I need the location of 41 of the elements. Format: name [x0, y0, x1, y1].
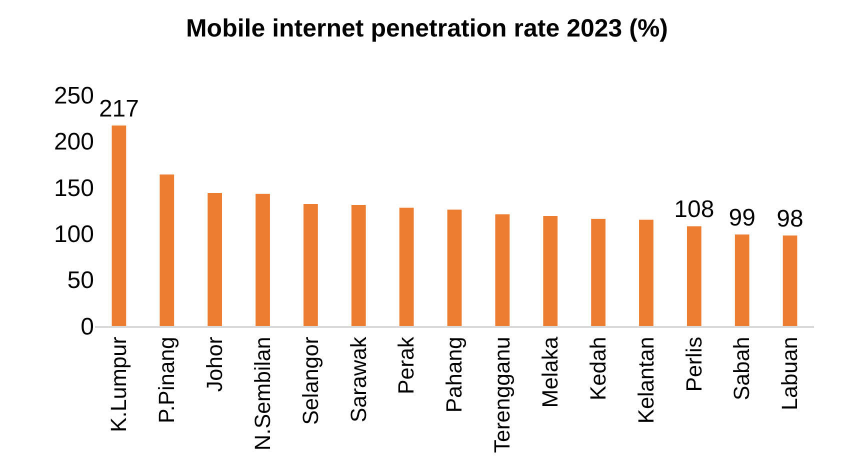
bar — [639, 220, 654, 326]
y-tick-label: 100 — [54, 221, 94, 248]
x-tick-label: Sarawak — [346, 336, 371, 422]
x-tick-label: Labuan — [777, 336, 802, 410]
x-tick-label: Selangor — [298, 336, 323, 425]
bar — [112, 125, 126, 326]
x-tick-label: Terengganu — [490, 336, 515, 454]
y-tick-label: 250 — [54, 82, 94, 110]
chart-title: Mobile internet penetration rate 2023 (%) — [186, 14, 668, 42]
y-tick-label: 0 — [80, 313, 94, 340]
y-tick-label: 50 — [67, 267, 94, 294]
x-tick-label: Perak — [394, 336, 419, 394]
x-tick-label: Johor — [202, 336, 227, 392]
data-label: 98 — [776, 205, 804, 232]
bar — [782, 235, 798, 326]
bar — [734, 234, 750, 326]
x-tick-label: Melaka — [538, 336, 563, 408]
x-tick-label: N.Sembilan — [250, 336, 275, 451]
bar — [447, 210, 462, 326]
y-tick-label: 200 — [54, 128, 94, 156]
bar — [208, 192, 222, 326]
y-tick-label: 150 — [54, 174, 94, 202]
bar — [495, 214, 510, 326]
bar — [304, 204, 318, 326]
bar — [686, 226, 702, 326]
bar — [160, 174, 174, 326]
x-tick-label: Kedah — [585, 336, 610, 400]
data-label: 99 — [728, 204, 756, 232]
bar — [351, 204, 366, 326]
data-label: 217 — [98, 95, 139, 122]
x-tick-label: Perlis — [681, 336, 706, 392]
x-tick-label: Sabah — [729, 336, 754, 400]
bar — [399, 208, 414, 326]
x-tick-label: Kelantan — [633, 336, 658, 424]
bar — [543, 216, 558, 326]
x-tick-label: K.Lumpur — [106, 336, 132, 432]
x-tick-label: P.Pinang — [154, 336, 180, 424]
x-tick-label: Pahang — [442, 336, 467, 413]
bar — [256, 194, 270, 326]
data-label: 108 — [674, 196, 714, 224]
bar — [591, 218, 606, 326]
